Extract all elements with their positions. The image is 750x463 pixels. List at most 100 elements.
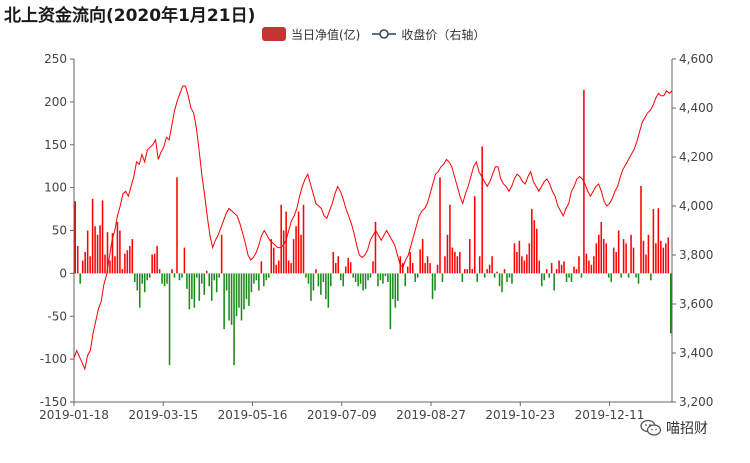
bar-net-flow (459, 251, 461, 274)
x-tick-label: 2019-05-16 (218, 408, 288, 422)
bar-net-flow (250, 273, 253, 293)
bar-net-flow (245, 273, 248, 300)
bar-net-flow (89, 256, 91, 274)
chart-title: 北上资金流向(2020年1月21日) (4, 6, 256, 26)
bar-net-flow (243, 273, 245, 310)
bar-net-flow (277, 260, 280, 274)
bar-net-flow (620, 273, 622, 278)
bar-net-flow (124, 253, 126, 274)
bar-net-flow (392, 273, 394, 300)
bar-net-flow (483, 273, 486, 278)
bar-net-flow (665, 243, 667, 274)
bar-net-flow (268, 273, 270, 278)
bar-net-flow (387, 273, 389, 282)
bar-net-flow (218, 273, 220, 278)
bar-net-flow (183, 247, 186, 274)
bar-net-flow (434, 273, 436, 291)
bar-net-flow (146, 273, 148, 281)
bar-net-flow (384, 273, 387, 276)
bar-net-flow (518, 240, 521, 274)
bar-net-flow (397, 273, 399, 301)
bar-net-flow (193, 273, 196, 308)
bar-net-flow (488, 264, 491, 274)
bar-net-flow (600, 221, 603, 274)
bar-net-flow (238, 273, 240, 308)
bar-net-flow (290, 263, 292, 274)
bar-net-flow (272, 247, 275, 274)
bar-net-flow (342, 273, 344, 287)
bar-net-flow (310, 273, 312, 301)
bar-net-flow (523, 260, 526, 274)
x-tick-label: 2019-12-11 (575, 408, 645, 422)
bar-net-flow (573, 266, 575, 274)
bar-net-flow (210, 273, 213, 301)
bar-net-flow (667, 237, 670, 274)
bar-net-flow (176, 177, 178, 274)
bar-net-flow (593, 256, 595, 274)
bar-net-flow (297, 211, 300, 274)
bar-net-flow (550, 263, 553, 274)
bar-net-flow (119, 230, 121, 274)
bar-net-flow (121, 269, 124, 274)
bar-net-flow (260, 261, 263, 274)
bar-net-flow (506, 273, 508, 282)
bar-net-flow (538, 260, 541, 274)
bar-net-flow (429, 263, 431, 274)
bar-net-flow (406, 266, 409, 274)
bar-net-flow (255, 273, 258, 281)
bar-net-flow (377, 273, 379, 287)
bar-net-flow (265, 273, 268, 281)
legend-item-net-flow[interactable]: 当日净值(亿) (262, 26, 360, 43)
bar-net-flow (424, 263, 426, 274)
bar-net-flow (660, 240, 662, 274)
bar-net-flow (372, 261, 374, 274)
bar-net-flow (320, 273, 322, 295)
bar-net-flow (186, 273, 188, 289)
bar-net-flow (647, 234, 650, 274)
bar-net-flow (374, 221, 377, 274)
bar-net-flow (228, 273, 230, 321)
bar-net-flow (188, 273, 191, 310)
left-tick-label: 200 (44, 95, 67, 109)
bar-net-flow (419, 249, 421, 274)
bar-net-flow (163, 273, 166, 287)
bar-net-flow (590, 264, 593, 274)
chart-legend: 当日净值(亿) 收盘价（右轴） (262, 26, 497, 42)
right-tick-label: 4,000 (679, 199, 713, 213)
bar-net-flow (104, 254, 106, 274)
bar-net-flow (585, 253, 588, 274)
bar-net-flow (652, 209, 655, 274)
bar-net-flow (153, 253, 156, 274)
bar-net-flow (84, 251, 86, 274)
right-tick-label: 4,200 (679, 150, 713, 164)
series-line-close-price (73, 85, 673, 371)
bar-net-flow (526, 254, 528, 274)
bar-net-flow (295, 226, 297, 274)
bar-net-flow (141, 273, 144, 284)
bar-net-flow (570, 273, 573, 282)
bar-net-flow (645, 254, 647, 274)
bar-net-flow (166, 273, 168, 284)
bar-net-flow (171, 269, 173, 274)
bar-net-flow (220, 234, 223, 274)
bar-net-flow (481, 146, 483, 274)
bar-net-flow (632, 247, 635, 274)
legend-item-close-price[interactable]: 收盘价（右轴） (372, 26, 485, 43)
bar-net-flow (454, 251, 456, 274)
bar-net-flow (456, 256, 459, 274)
left-tick-label: 100 (44, 181, 67, 195)
bar-net-flow (496, 271, 498, 274)
left-tick-label: 50 (52, 224, 67, 238)
bar-net-flow (96, 234, 99, 274)
bar-net-flow (79, 273, 81, 284)
right-tick-label: 3,200 (679, 395, 713, 409)
bar-net-flow (302, 204, 305, 274)
bar-net-flow (478, 256, 481, 274)
bar-net-flow (533, 220, 536, 274)
bar-net-flow (81, 260, 84, 274)
bar-net-flow (235, 273, 238, 317)
bar-net-flow (203, 273, 206, 295)
bar-net-flow (225, 273, 228, 291)
bar-net-flow (431, 273, 434, 300)
bar-net-flow (568, 273, 570, 278)
